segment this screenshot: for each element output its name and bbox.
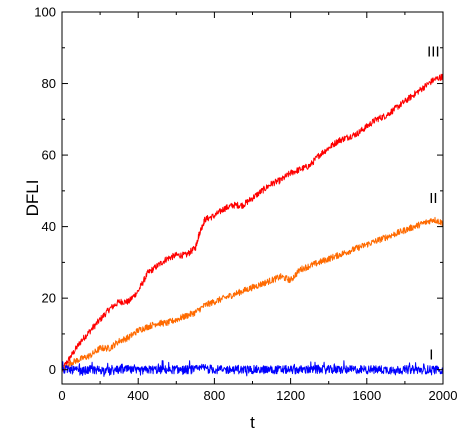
y-tick-label: 100 [34,5,56,20]
x-tick-label: 400 [127,388,149,403]
y-tick-label: 0 [49,362,56,377]
series-line-iii [61,73,444,371]
series-label-i: I [429,347,433,364]
x-tick-label: 0 [58,388,65,403]
axes-layer: 0 400 800 1200 1600 2000 0 20 40 60 80 100 [34,5,457,404]
series-label-ii: II [429,190,437,207]
series-line-ii [61,216,444,372]
y-tick-label: 40 [42,219,56,234]
x-tick-label: 1600 [352,388,381,403]
y-axis-title: DFLI [23,180,42,217]
series-line-i [61,360,444,377]
x-tick-label: 2000 [429,388,458,403]
y-tick-label: 60 [42,148,56,163]
series-layer [61,73,444,377]
x-axis-title: t [250,413,255,432]
y-tick-label: 80 [42,76,56,91]
x-tick-label: 800 [204,388,226,403]
y-tick-label: 20 [42,291,56,306]
series-label-iii: III [427,43,440,60]
x-tick-label: 1200 [276,388,305,403]
